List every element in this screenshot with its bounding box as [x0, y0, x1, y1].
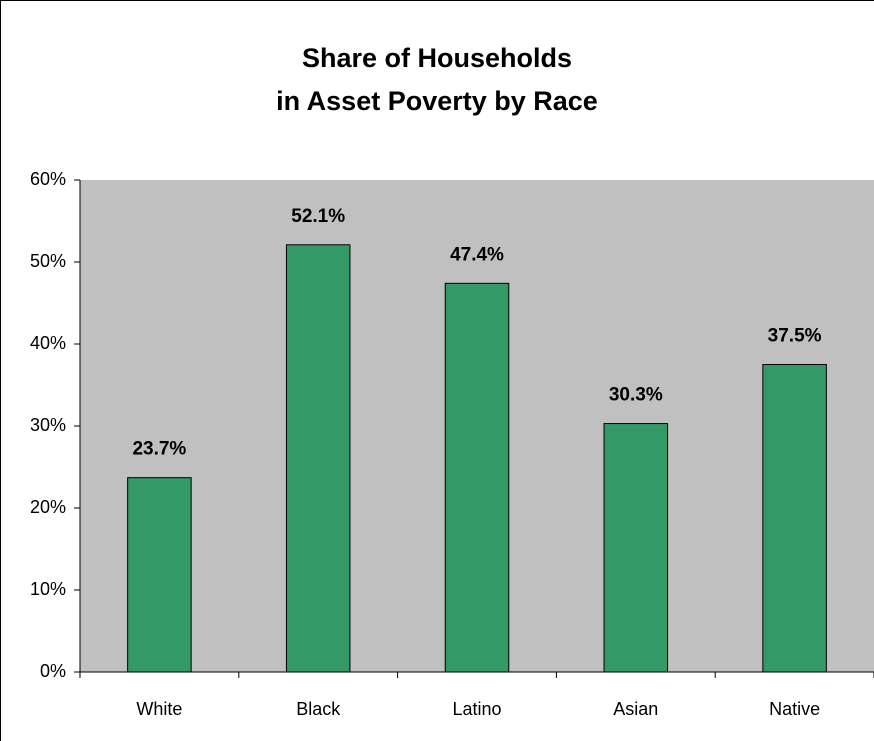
y-tick-label: 60%	[30, 169, 66, 189]
x-tick-label: Black	[296, 699, 341, 719]
value-label: 52.1%	[291, 206, 345, 227]
y-tick-label: 20%	[30, 497, 66, 517]
value-label: 30.3%	[609, 385, 663, 406]
bar	[127, 477, 192, 673]
bar	[285, 244, 351, 673]
y-tick-label: 50%	[30, 251, 66, 271]
chart-title: in Asset Poverty by Race	[276, 86, 598, 116]
value-label: 23.7%	[132, 439, 186, 460]
x-tick-label: Native	[769, 699, 820, 719]
value-label: 47.4%	[450, 244, 504, 265]
bar	[762, 364, 827, 673]
x-tick-label: Asian	[613, 699, 658, 719]
x-tick-label: Latino	[452, 699, 501, 719]
y-tick-label: 0%	[40, 661, 66, 681]
y-tick-label: 30%	[30, 415, 66, 435]
value-label: 37.5%	[768, 326, 822, 347]
y-tick-label: 10%	[30, 579, 66, 599]
bar	[603, 423, 669, 673]
x-tick-label: White	[136, 699, 182, 719]
bar	[444, 282, 510, 673]
chart-title: Share of Households	[302, 43, 572, 73]
y-tick-label: 40%	[30, 333, 66, 353]
